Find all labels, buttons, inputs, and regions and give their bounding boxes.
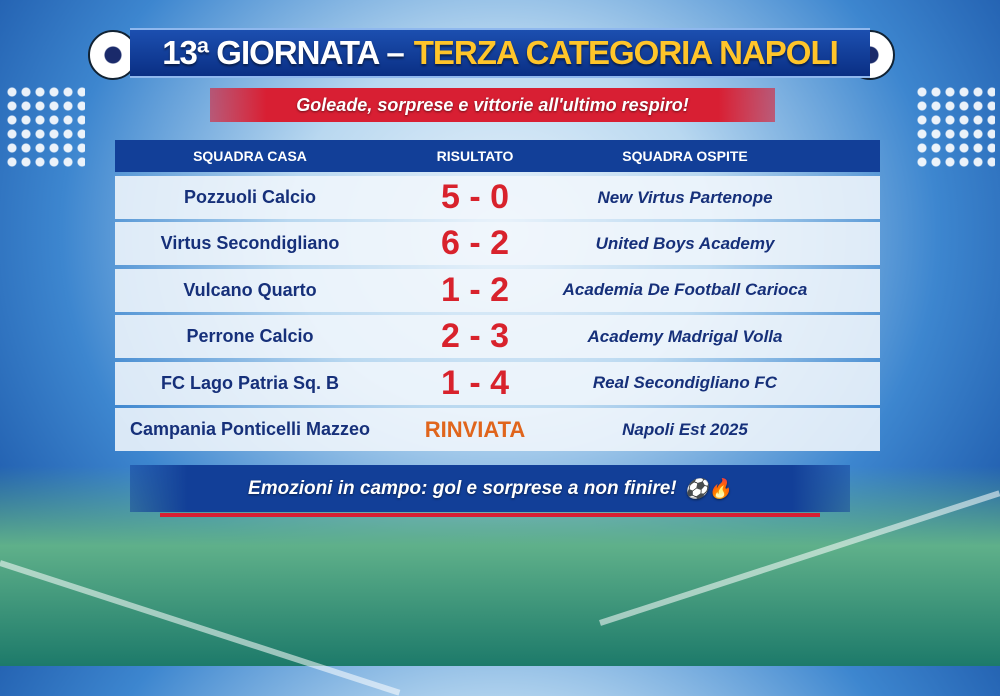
match-score: 2 - 3 <box>440 317 510 356</box>
home-team: Pozzuoli Calcio <box>183 187 316 207</box>
header-result: RISULTATO <box>436 148 514 164</box>
page-title: 13ª GIORNATA – TERZA CATEGORIA NAPOLI <box>130 28 870 78</box>
away-team: Real Secondigliano FC <box>592 373 778 393</box>
table-row: Virtus Secondigliano 6 - 2 United Boys A… <box>115 222 880 266</box>
subtitle-banner: Goleade, sorprese e vittorie all'ultimo … <box>210 88 775 122</box>
away-team: Napoli Est 2025 <box>622 419 748 439</box>
home-team: FC Lago Patria Sq. B <box>160 372 340 393</box>
stadium-lights-right <box>915 85 995 170</box>
table-header: SQUADRA CASA RISULTATO SQUADRA OSPITE <box>115 140 880 172</box>
table-row: Pozzuoli Calcio 5 - 0 New Virtus Parteno… <box>115 176 880 219</box>
away-team: United Boys Academy <box>595 233 775 253</box>
home-team: Campania Ponticelli Mazzeo <box>129 419 371 439</box>
match-score: 5 - 0 <box>440 178 510 216</box>
divider <box>160 513 820 517</box>
footer-text: Emozioni in campo: gol e sorprese a non … <box>248 477 677 499</box>
match-score: RINVIATA <box>424 416 526 442</box>
table-row: Vulcano Quarto 1 - 2 Academia De Footbal… <box>115 268 880 312</box>
header-home: SQUADRA CASA <box>193 148 307 164</box>
away-team: Academy Madrigal Volla <box>587 326 783 346</box>
header-away: SQUADRA OSPITE <box>622 148 748 164</box>
stadium-lights-left <box>5 85 85 170</box>
soccer-ball-icon <box>88 30 138 80</box>
match-score: 1 - 4 <box>440 363 510 402</box>
footer-banner: Emozioni in campo: gol e sorprese a non … <box>130 465 850 512</box>
table-row: FC Lago Patria Sq. B 1 - 4 Real Secondig… <box>115 361 880 405</box>
table-row: Campania Ponticelli Mazzeo RINVIATA Napo… <box>115 408 880 451</box>
match-score: 1 - 2 <box>440 270 510 309</box>
soccer-ball-fire-icon: ⚽🔥 <box>684 478 732 500</box>
title-highlight: TERZA CATEGORIA NAPOLI <box>413 34 839 71</box>
table-row: Perrone Calcio 2 - 3 Academy Madrigal Vo… <box>115 315 880 359</box>
home-team: Virtus Secondigliano <box>160 233 340 254</box>
home-team: Vulcano Quarto <box>183 279 317 300</box>
away-team: Academia De Football Carioca <box>562 280 808 300</box>
away-team: New Virtus Partenope <box>597 187 773 207</box>
title-prefix: 13ª GIORNATA – <box>162 34 404 71</box>
match-score: 6 - 2 <box>440 224 510 263</box>
home-team: Perrone Calcio <box>186 326 314 347</box>
